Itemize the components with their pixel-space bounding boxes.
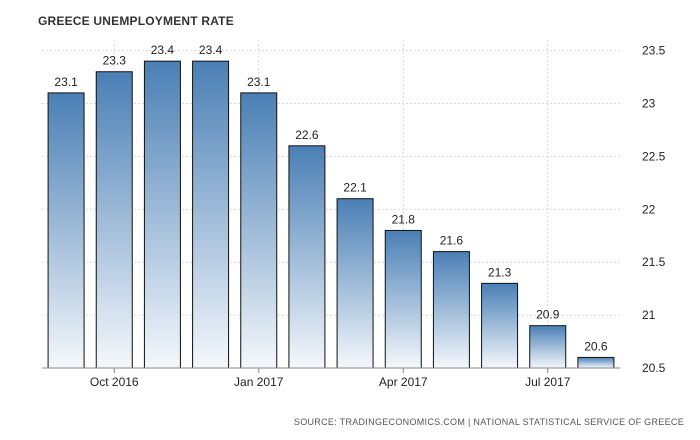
x-tick-label: Jan 2017	[234, 375, 284, 389]
chart-title: GREECE UNEMPLOYMENT RATE	[38, 14, 234, 28]
data-label: 21.6	[440, 234, 464, 248]
data-label: 21.8	[392, 212, 416, 226]
y-tick-label: 20.5	[642, 361, 666, 375]
data-label: 21.3	[488, 265, 512, 279]
data-labels: 23.1 23.3 23.4 23.4 23.1 22.6 22.1 21.8 21.6 21.3…	[54, 43, 608, 353]
data-label: 20.9	[536, 308, 560, 322]
bar	[336, 198, 374, 369]
y-tick-label: 22.5	[642, 149, 666, 163]
bar	[240, 92, 278, 369]
y-tick-label: 21.5	[642, 255, 666, 269]
data-label: 22.6	[295, 128, 319, 142]
bar	[288, 145, 326, 369]
data-label: 23.1	[54, 75, 78, 89]
y-tick-label: 22	[642, 202, 656, 216]
bar	[95, 71, 133, 369]
x-tick-label: Apr 2017	[379, 375, 428, 389]
data-label: 23.3	[103, 54, 127, 68]
x-tick-label: Oct 2016	[90, 375, 139, 389]
axes: 20.5 21 21.5 22 22.5 23 23.5 Oct 2016 Jan 2017 Ap…	[42, 44, 666, 389]
bar	[432, 251, 470, 369]
bar	[481, 282, 519, 369]
bar	[47, 92, 85, 369]
bars	[47, 60, 615, 369]
data-label: 23.4	[151, 43, 175, 57]
y-tick-label: 21	[642, 308, 656, 322]
y-tick-label: 23.5	[642, 44, 666, 58]
data-label: 20.6	[584, 339, 608, 353]
data-label: 23.1	[247, 75, 271, 89]
bar	[384, 229, 422, 369]
data-label: 22.1	[343, 181, 367, 195]
data-label: 23.4	[199, 43, 223, 57]
bar	[529, 325, 567, 369]
source-note: SOURCE: TRADINGECONOMICS.COM | NATIONAL …	[293, 417, 684, 427]
bar	[192, 60, 230, 369]
x-tick-label: Jul 2017	[525, 375, 571, 389]
bar	[143, 60, 181, 369]
bar	[577, 356, 615, 369]
y-tick-label: 23	[642, 96, 656, 110]
